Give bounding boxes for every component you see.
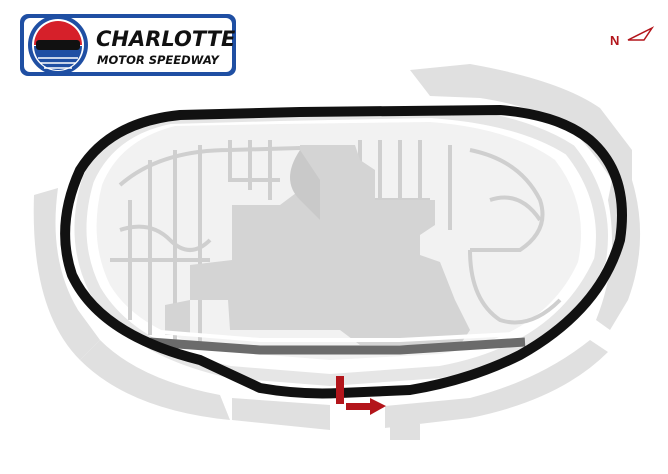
logo-subtitle: MOTOR SPEEDWAY [97, 53, 221, 67]
grounds-ring [74, 105, 608, 387]
apron-lane [159, 330, 516, 342]
compass-label: N [610, 33, 619, 48]
outer-grounds [33, 64, 641, 440]
logo-emblem-icon [28, 15, 88, 75]
pit-road [149, 337, 526, 355]
start-finish-arrow-icon [336, 376, 386, 415]
infield-roads [110, 140, 562, 345]
logo-title: CHARLOTTE [96, 27, 236, 51]
race-track [60, 105, 627, 399]
infield-buildings [165, 145, 470, 345]
speedway-logo: CHARLOTTE MOTOR SPEEDWAY [20, 14, 236, 76]
north-arrow-icon: N [610, 26, 655, 48]
